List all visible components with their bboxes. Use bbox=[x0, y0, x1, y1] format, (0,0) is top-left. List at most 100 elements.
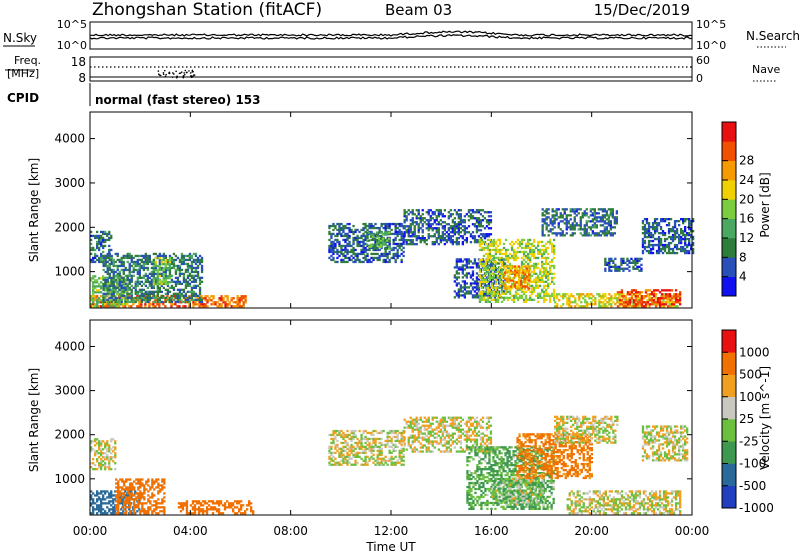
echo-cell bbox=[557, 216, 560, 219]
echo-cell bbox=[648, 303, 652, 306]
echo-cell bbox=[170, 284, 174, 287]
echo-cell bbox=[215, 510, 219, 513]
echo-cell bbox=[512, 258, 516, 262]
echo-cell bbox=[647, 251, 651, 255]
echo-cell bbox=[640, 299, 644, 302]
echo-cell bbox=[130, 305, 133, 308]
echo-cell bbox=[475, 284, 479, 287]
echo-cell bbox=[602, 295, 605, 298]
echo-cell bbox=[506, 248, 510, 252]
echo-cell bbox=[665, 243, 669, 247]
echo-cell bbox=[473, 258, 477, 261]
echo-cell bbox=[166, 263, 170, 266]
echo-cell bbox=[653, 222, 657, 225]
echo-cell bbox=[607, 220, 610, 223]
echo-cell bbox=[692, 249, 695, 253]
echo-cell bbox=[585, 228, 588, 231]
echo-cell bbox=[400, 258, 403, 262]
echo-cell bbox=[676, 293, 680, 296]
echo-cell bbox=[678, 237, 681, 241]
echo-cell bbox=[106, 466, 109, 469]
echo-cell bbox=[618, 295, 621, 298]
echo-cell bbox=[398, 242, 401, 246]
echo-cell bbox=[514, 294, 518, 297]
echo-cell bbox=[172, 260, 176, 264]
echo-cell bbox=[605, 222, 608, 225]
echo-cell bbox=[512, 252, 516, 256]
echo-cell bbox=[601, 224, 604, 227]
echo-cell bbox=[482, 282, 486, 285]
echo-cell bbox=[663, 233, 667, 237]
echo-cell bbox=[178, 305, 181, 308]
echo-cell bbox=[483, 211, 487, 214]
echo-cell bbox=[620, 289, 624, 292]
echo-cell bbox=[586, 295, 589, 298]
echo-cell bbox=[667, 232, 671, 235]
echo-cell bbox=[669, 235, 673, 239]
echo-cell bbox=[405, 217, 408, 220]
echo-cell bbox=[380, 252, 383, 256]
echo-cell bbox=[100, 244, 103, 248]
echo-cell bbox=[547, 292, 550, 295]
echo-cell bbox=[112, 456, 115, 459]
echo-cell bbox=[650, 303, 654, 306]
echo-cell bbox=[551, 250, 554, 254]
echo-cell bbox=[556, 293, 559, 296]
echo-cell bbox=[144, 298, 147, 301]
echo-cell bbox=[668, 293, 672, 296]
echo-cell bbox=[170, 266, 174, 270]
echo-cell bbox=[545, 260, 548, 264]
echo-cell bbox=[156, 281, 159, 284]
echo-cell bbox=[136, 268, 139, 272]
echo-cell bbox=[531, 244, 534, 248]
echo-cell bbox=[378, 234, 381, 238]
echo-cell bbox=[226, 295, 229, 298]
echo-cell bbox=[198, 280, 202, 283]
echo-cell bbox=[98, 301, 101, 304]
echo-cell bbox=[644, 289, 648, 292]
echo-cell bbox=[132, 297, 135, 300]
echo-cell bbox=[478, 244, 482, 248]
echo-cell bbox=[451, 241, 454, 244]
echo-cell bbox=[102, 268, 105, 272]
echo-cell bbox=[655, 224, 659, 227]
echo-cell bbox=[551, 248, 554, 252]
echo-cell bbox=[384, 260, 387, 264]
echo-cell bbox=[421, 229, 424, 232]
echo-cell bbox=[525, 285, 529, 288]
echo-cell bbox=[180, 268, 184, 272]
echo-cell bbox=[190, 270, 194, 274]
echo-cell bbox=[419, 239, 422, 242]
echo-cell bbox=[409, 223, 412, 226]
echo-cell bbox=[336, 260, 339, 264]
echo-cell bbox=[549, 260, 552, 264]
echo-cell bbox=[106, 298, 109, 301]
echo-cell bbox=[525, 267, 529, 270]
echo-cell bbox=[104, 294, 107, 297]
echo-cell bbox=[688, 233, 691, 237]
echo-cell bbox=[350, 254, 353, 258]
echo-cell bbox=[671, 226, 675, 229]
echo-cell bbox=[94, 287, 97, 290]
echo-cell bbox=[447, 237, 450, 240]
echo-cell bbox=[123, 494, 126, 497]
echo-cell bbox=[200, 303, 203, 306]
echo-cell bbox=[380, 234, 383, 238]
echo-cell bbox=[124, 305, 127, 308]
echo-cell bbox=[537, 240, 540, 244]
echo-cell bbox=[354, 238, 357, 242]
echo-cell bbox=[535, 280, 538, 283]
echo-cell bbox=[340, 226, 343, 230]
echo-cell bbox=[539, 272, 542, 275]
echo-cell bbox=[669, 228, 673, 231]
echo-cell bbox=[115, 482, 118, 485]
echo-cell bbox=[609, 210, 612, 213]
echo-cell bbox=[641, 237, 645, 241]
echo-cell bbox=[517, 279, 521, 282]
echo-cell bbox=[98, 289, 101, 292]
echo-cell bbox=[632, 289, 636, 292]
echo-cell bbox=[457, 227, 460, 230]
echo-cell bbox=[152, 274, 155, 277]
echo-cell bbox=[90, 450, 93, 453]
echo-cell bbox=[573, 210, 576, 213]
